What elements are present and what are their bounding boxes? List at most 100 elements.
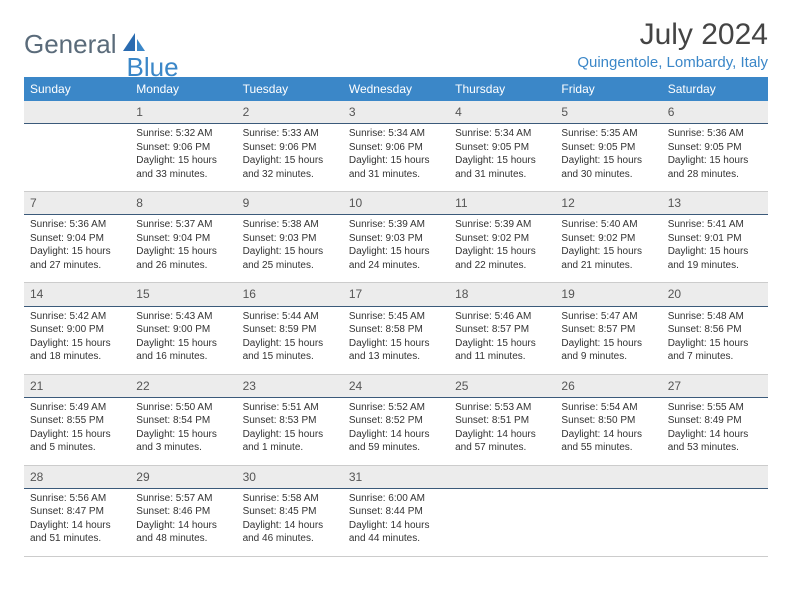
day-content-line: Sunrise: 5:36 AM <box>668 127 762 141</box>
logo: General Blue <box>24 18 179 71</box>
day-content-line: Sunrise: 5:55 AM <box>668 401 762 415</box>
day-content-line: Daylight: 14 hours <box>561 428 655 442</box>
day-content-line: Daylight: 15 hours <box>243 428 337 442</box>
header: General Blue July 2024 Quingentole, Lomb… <box>24 18 768 71</box>
day-content-line: Sunrise: 5:32 AM <box>136 127 230 141</box>
day-number-cell: 10 <box>343 192 449 215</box>
day-content-line: Sunset: 9:05 PM <box>455 141 549 155</box>
day-header-cell: Saturday <box>662 77 768 101</box>
day-content-line: Sunrise: 5:41 AM <box>668 218 762 232</box>
day-content-row: Sunrise: 5:49 AMSunset: 8:55 PMDaylight:… <box>24 397 768 465</box>
day-content-line: Daylight: 15 hours <box>30 245 124 259</box>
day-number-cell: 13 <box>662 192 768 215</box>
day-content-cell: Sunrise: 5:36 AMSunset: 9:05 PMDaylight:… <box>662 124 768 192</box>
day-content-line: Sunset: 9:05 PM <box>561 141 655 155</box>
day-content-line: and 18 minutes. <box>30 350 124 364</box>
day-number-cell <box>449 465 555 488</box>
day-content-cell: Sunrise: 5:47 AMSunset: 8:57 PMDaylight:… <box>555 306 661 374</box>
day-content-cell: Sunrise: 5:36 AMSunset: 9:04 PMDaylight:… <box>24 215 130 283</box>
day-content-cell: Sunrise: 5:39 AMSunset: 9:02 PMDaylight:… <box>449 215 555 283</box>
day-content-line: Daylight: 15 hours <box>30 337 124 351</box>
day-content-line: Sunset: 8:57 PM <box>455 323 549 337</box>
day-content-line: Daylight: 14 hours <box>30 519 124 533</box>
day-content-line: Sunrise: 5:47 AM <box>561 310 655 324</box>
day-content-line: Sunset: 8:57 PM <box>561 323 655 337</box>
title-block: July 2024 Quingentole, Lombardy, Italy <box>577 18 768 71</box>
day-content-line: Sunset: 9:00 PM <box>136 323 230 337</box>
day-content-line: Sunrise: 5:34 AM <box>455 127 549 141</box>
day-content-line: Daylight: 15 hours <box>668 245 762 259</box>
day-content-line: Daylight: 15 hours <box>136 337 230 351</box>
day-number-cell: 30 <box>237 465 343 488</box>
day-content-line: Sunset: 8:55 PM <box>30 414 124 428</box>
day-content-line: Daylight: 15 hours <box>243 337 337 351</box>
day-content-line: and 48 minutes. <box>136 532 230 546</box>
day-number-cell: 28 <box>24 465 130 488</box>
day-content-cell: Sunrise: 5:52 AMSunset: 8:52 PMDaylight:… <box>343 397 449 465</box>
day-content-line: Sunset: 8:49 PM <box>668 414 762 428</box>
day-content-cell: Sunrise: 5:40 AMSunset: 9:02 PMDaylight:… <box>555 215 661 283</box>
day-content-line: and 31 minutes. <box>455 168 549 182</box>
day-content-cell: Sunrise: 5:53 AMSunset: 8:51 PMDaylight:… <box>449 397 555 465</box>
day-content-line: Sunset: 9:03 PM <box>349 232 443 246</box>
day-content-line: Daylight: 15 hours <box>561 245 655 259</box>
day-content-line: Daylight: 14 hours <box>668 428 762 442</box>
day-content-line: and 55 minutes. <box>561 441 655 455</box>
day-content-line: and 59 minutes. <box>349 441 443 455</box>
day-content-line: Daylight: 14 hours <box>455 428 549 442</box>
day-number-cell: 3 <box>343 101 449 124</box>
day-content-line: Sunset: 8:51 PM <box>455 414 549 428</box>
day-content-cell: Sunrise: 5:34 AMSunset: 9:05 PMDaylight:… <box>449 124 555 192</box>
day-content-cell: Sunrise: 5:56 AMSunset: 8:47 PMDaylight:… <box>24 488 130 556</box>
day-content-line: Sunrise: 5:49 AM <box>30 401 124 415</box>
day-content-line: Sunset: 9:05 PM <box>668 141 762 155</box>
day-number-cell: 19 <box>555 283 661 306</box>
day-content-line: Sunrise: 5:50 AM <box>136 401 230 415</box>
day-content-cell: Sunrise: 5:44 AMSunset: 8:59 PMDaylight:… <box>237 306 343 374</box>
day-content-line: Sunset: 9:02 PM <box>455 232 549 246</box>
day-content-cell: Sunrise: 5:49 AMSunset: 8:55 PMDaylight:… <box>24 397 130 465</box>
day-content-line: and 9 minutes. <box>561 350 655 364</box>
day-number-cell <box>662 465 768 488</box>
day-content-line: Sunrise: 5:48 AM <box>668 310 762 324</box>
day-content-line: Sunset: 8:44 PM <box>349 505 443 519</box>
day-content-cell <box>555 488 661 556</box>
day-content-line: Sunset: 9:06 PM <box>136 141 230 155</box>
day-content-cell: Sunrise: 5:42 AMSunset: 9:00 PMDaylight:… <box>24 306 130 374</box>
day-number-cell: 24 <box>343 374 449 397</box>
day-content-line: Daylight: 15 hours <box>455 154 549 168</box>
day-content-line: Sunset: 8:56 PM <box>668 323 762 337</box>
day-content-line: Sunrise: 5:54 AM <box>561 401 655 415</box>
day-content-line: and 21 minutes. <box>561 259 655 273</box>
day-content-line: Sunrise: 5:53 AM <box>455 401 549 415</box>
day-content-line: Sunset: 8:54 PM <box>136 414 230 428</box>
day-content-line: Sunrise: 5:36 AM <box>30 218 124 232</box>
day-content-cell: Sunrise: 5:50 AMSunset: 8:54 PMDaylight:… <box>130 397 236 465</box>
day-content-line: and 24 minutes. <box>349 259 443 273</box>
day-content-line: Sunrise: 5:57 AM <box>136 492 230 506</box>
day-content-line: and 31 minutes. <box>349 168 443 182</box>
day-content-line: Daylight: 15 hours <box>668 154 762 168</box>
day-content-line: Sunrise: 5:43 AM <box>136 310 230 324</box>
day-content-line: Sunset: 8:58 PM <box>349 323 443 337</box>
day-content-line: Daylight: 14 hours <box>349 428 443 442</box>
day-content-line: Sunset: 8:46 PM <box>136 505 230 519</box>
day-content-cell: Sunrise: 5:41 AMSunset: 9:01 PMDaylight:… <box>662 215 768 283</box>
day-content-line: Daylight: 15 hours <box>30 428 124 442</box>
day-number-cell: 8 <box>130 192 236 215</box>
day-number-row: 78910111213 <box>24 192 768 215</box>
day-content-line: Sunrise: 5:45 AM <box>349 310 443 324</box>
day-content-cell: Sunrise: 5:34 AMSunset: 9:06 PMDaylight:… <box>343 124 449 192</box>
day-content-line: and 19 minutes. <box>668 259 762 273</box>
day-number-row: 14151617181920 <box>24 283 768 306</box>
day-number-row: 28293031 <box>24 465 768 488</box>
day-content-line: Sunset: 9:00 PM <box>30 323 124 337</box>
day-content-cell: Sunrise: 5:37 AMSunset: 9:04 PMDaylight:… <box>130 215 236 283</box>
day-content-line: and 27 minutes. <box>30 259 124 273</box>
day-content-line: Sunrise: 5:35 AM <box>561 127 655 141</box>
day-content-line: and 13 minutes. <box>349 350 443 364</box>
day-content-line: Sunset: 8:47 PM <box>30 505 124 519</box>
day-content-line: and 3 minutes. <box>136 441 230 455</box>
day-number-cell: 5 <box>555 101 661 124</box>
day-content-line: Daylight: 15 hours <box>349 337 443 351</box>
